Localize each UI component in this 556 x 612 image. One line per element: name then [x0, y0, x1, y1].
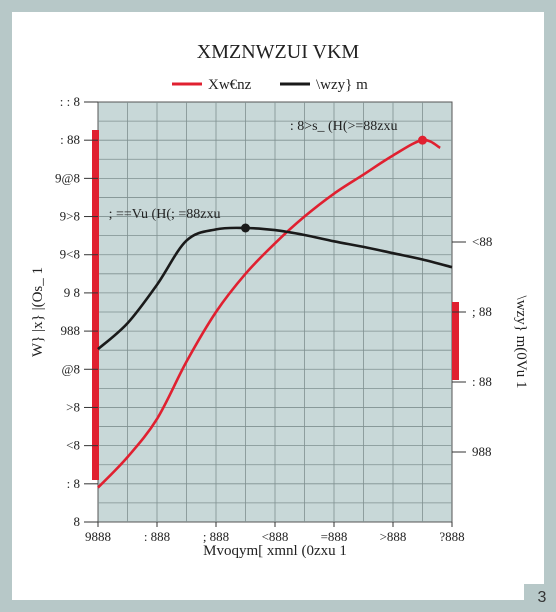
legend: Xw€nz \wzy} m	[172, 77, 368, 93]
grid-lines	[98, 102, 452, 522]
left-axis-bar	[92, 130, 99, 480]
series-line-0	[97, 138, 441, 489]
right-tick-label: ; 88	[472, 304, 492, 319]
left-tick-label: 8	[74, 514, 81, 529]
x-axis-ticks: 9888 : 888 ; 888 <888 =888 >888 ?888	[85, 522, 465, 544]
x-tick-label: : 888	[144, 529, 170, 544]
right-axis-label: \wzy} m(0Vu 1	[513, 296, 529, 389]
left-tick-label: <8	[66, 438, 80, 453]
chart-svg: XMZNWZUI VKM Xw€nz \wzy} m 9888: 888; 88…	[30, 41, 529, 559]
left-axis-label: W} |x} |(Os_ 1	[30, 267, 46, 357]
annotation-label-0: : 8>s_ (H(>=88zxu	[290, 119, 398, 134]
left-tick-label: @8	[62, 361, 80, 376]
legend-label-series-b: \wzy} m	[316, 77, 368, 93]
page-number-badge: 3	[524, 584, 556, 612]
left-tick-label: >8	[66, 399, 80, 414]
annotation-marker-1	[241, 223, 250, 233]
left-tick-label: : 8	[67, 476, 80, 491]
legend-label-series-a: Xw€nz	[208, 77, 252, 93]
x-tick-label: 9888	[85, 529, 111, 544]
left-tick-label: 9>8	[60, 209, 80, 224]
right-tick-label: : 88	[472, 374, 492, 389]
right-axis-bar	[452, 302, 459, 380]
x-tick-label: ?888	[439, 529, 464, 544]
series-line-1	[97, 226, 453, 351]
left-tick-label: 988	[61, 323, 81, 338]
x-tick-label: <888	[262, 529, 289, 544]
left-tick-label: : : 8	[60, 94, 80, 109]
chart-title: XMZNWZUI VKM	[197, 41, 360, 63]
right-axis-ticks: 988 : 88 ; 88 <88	[452, 234, 492, 459]
x-axis-label: Mvoqym[ xmnl (0zxu 1	[203, 543, 347, 559]
x-tick-label: =888	[321, 529, 348, 544]
series-layer	[97, 138, 453, 489]
left-tick-label: 9 8	[64, 285, 80, 300]
left-tick-label: : 88	[60, 132, 80, 147]
right-tick-label: <88	[472, 234, 492, 249]
annotation-marker-0	[418, 135, 427, 145]
right-tick-label: 988	[472, 444, 492, 459]
annotations: : 8>s_ (H(>=88zxu ; ==Vu (H(; =88zxu	[109, 119, 427, 233]
left-tick-label: 9@8	[55, 170, 80, 185]
figure-card: XMZNWZUI VKM Xw€nz \wzy} m 9888: 888; 88…	[12, 12, 556, 612]
x-tick-label: ; 888	[203, 529, 229, 544]
left-tick-label: 9<8	[60, 247, 80, 262]
left-axis-ticks: 8 : 8 <8 >8 @8 988 9 8 9<8 9>8 9@8 : 88 : : 8	[55, 94, 98, 529]
annotation-label-1: ; ==Vu (H(; =88zxu	[109, 207, 221, 222]
x-tick-label: >888	[380, 529, 407, 544]
